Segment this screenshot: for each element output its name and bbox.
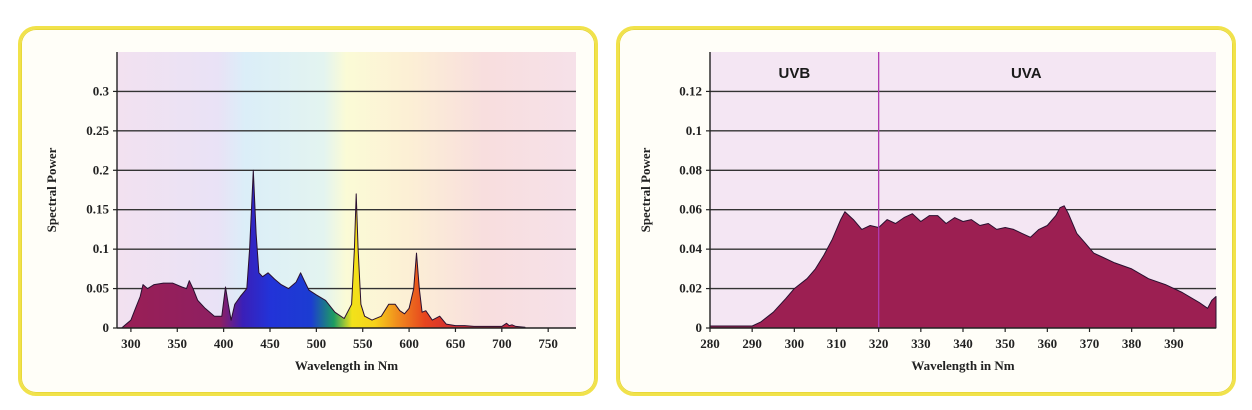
x-tick-label: 320 bbox=[869, 336, 889, 351]
band-label-uva: UVA bbox=[1011, 65, 1042, 82]
x-tick-label: 330 bbox=[911, 336, 931, 351]
x-tick-label: 370 bbox=[1080, 336, 1100, 351]
x-tick-label: 380 bbox=[1122, 336, 1142, 351]
x-axis-title: Wavelength in Nm bbox=[911, 358, 1014, 373]
y-tick-label: 0 bbox=[696, 320, 703, 335]
y-tick-label: 0.3 bbox=[93, 83, 110, 98]
y-tick-label: 0.08 bbox=[679, 162, 702, 177]
plot-background bbox=[117, 52, 576, 328]
x-tick-label: 450 bbox=[260, 336, 280, 351]
x-tick-label: 500 bbox=[307, 336, 327, 351]
band-label-uvb: UVB bbox=[778, 65, 810, 82]
y-tick-label: 0.04 bbox=[679, 241, 702, 256]
x-tick-label: 360 bbox=[1038, 336, 1058, 351]
x-tick-label: 750 bbox=[538, 336, 558, 351]
y-tick-label: 0 bbox=[103, 320, 110, 335]
x-tick-label: 340 bbox=[953, 336, 973, 351]
y-tick-label: 0.12 bbox=[679, 83, 702, 98]
x-tick-label: 600 bbox=[399, 336, 419, 351]
x-tick-label: 300 bbox=[121, 336, 141, 351]
y-axis-title: Spectral Power bbox=[638, 147, 653, 232]
x-tick-label: 300 bbox=[785, 336, 805, 351]
x-tick-label: 650 bbox=[446, 336, 466, 351]
y-axis-title: Spectral Power bbox=[44, 147, 59, 232]
y-tick-label: 0.1 bbox=[686, 123, 702, 138]
x-tick-label: 290 bbox=[742, 336, 762, 351]
x-tick-label: 400 bbox=[214, 336, 234, 351]
x-tick-label: 700 bbox=[492, 336, 512, 351]
y-tick-label: 0.15 bbox=[86, 202, 109, 217]
y-tick-label: 0.06 bbox=[679, 202, 702, 217]
spectrum-area bbox=[121, 169, 526, 329]
spectrum-area bbox=[709, 205, 1217, 329]
x-tick-label: 350 bbox=[995, 336, 1015, 351]
y-tick-label: 0.02 bbox=[679, 281, 702, 296]
y-tick-label: 0.05 bbox=[86, 281, 109, 296]
y-tick-label: 0.2 bbox=[93, 162, 109, 177]
x-tick-label: 350 bbox=[168, 336, 188, 351]
y-tick-label: 0.25 bbox=[86, 123, 109, 138]
x-axis-title: Wavelength in Nm bbox=[295, 358, 398, 373]
y-tick-label: 0.1 bbox=[93, 241, 109, 256]
x-tick-label: 310 bbox=[827, 336, 847, 351]
x-tick-label: 280 bbox=[700, 336, 720, 351]
x-tick-label: 390 bbox=[1164, 336, 1184, 351]
x-tick-label: 550 bbox=[353, 336, 373, 351]
